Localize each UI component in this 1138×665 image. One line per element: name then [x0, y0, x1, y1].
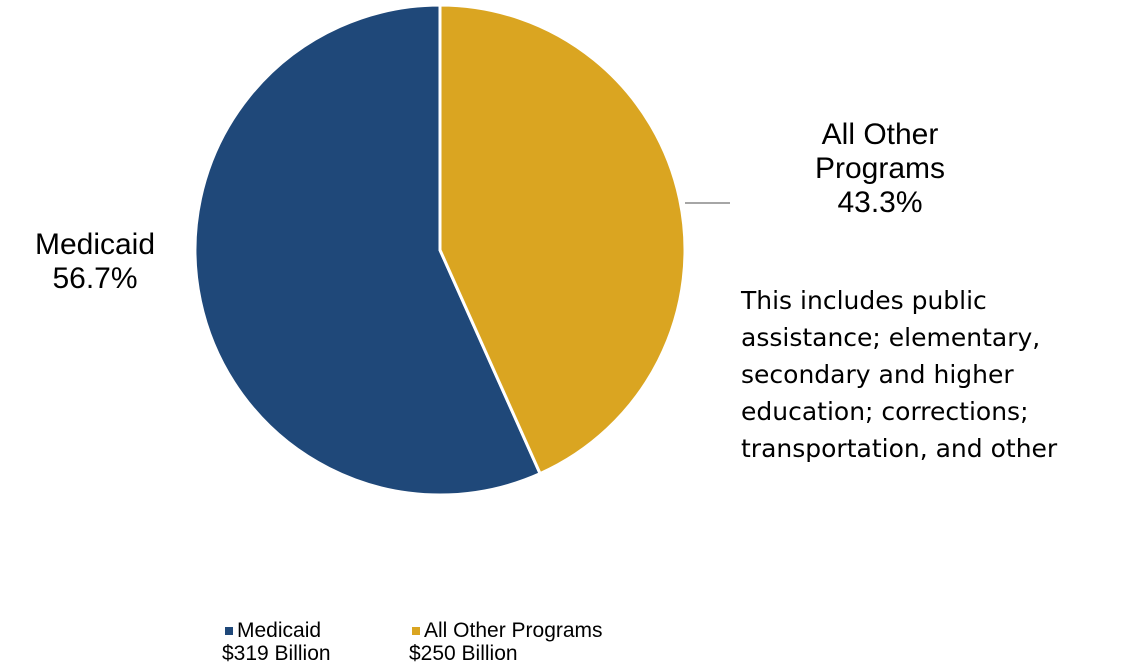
- legend-swatch: [412, 627, 420, 635]
- annotation-line: assistance; elementary,: [741, 323, 1041, 352]
- slice-value: 43.3%: [837, 186, 923, 219]
- legend-item: All Other Programs $250 Billion: [409, 619, 603, 665]
- slice-label: All Other Programs 43.3%: [780, 118, 980, 220]
- annotation-line: transportation, and other: [741, 434, 1058, 463]
- legend-item: Medicaid $319 Billion: [222, 619, 331, 665]
- pie-slice: [438, 3, 687, 476]
- legend: Medicaid $319 Billion All Other Programs $2…: [0, 619, 1138, 665]
- pie-slice: [193, 3, 543, 497]
- legend-swatch: [225, 627, 233, 635]
- slice-value: 56.7%: [52, 262, 138, 295]
- annotation: This includes public assistance; elementa…: [741, 282, 1057, 467]
- legend-amount: $250 Billion: [409, 642, 518, 665]
- annotation-line: secondary and higher: [741, 360, 1014, 389]
- slice-label: Medicaid 56.7%: [10, 228, 180, 296]
- legend-label: Medicaid: [237, 619, 322, 642]
- slice-name: Medicaid: [34, 228, 156, 261]
- legend-label: All Other Programs: [424, 619, 603, 642]
- slice-name: All Other Programs: [814, 118, 946, 185]
- annotation-line: education; corrections;: [741, 397, 1029, 426]
- annotation-line: This includes public: [741, 286, 987, 315]
- legend-amount: $319 Billion: [222, 642, 331, 665]
